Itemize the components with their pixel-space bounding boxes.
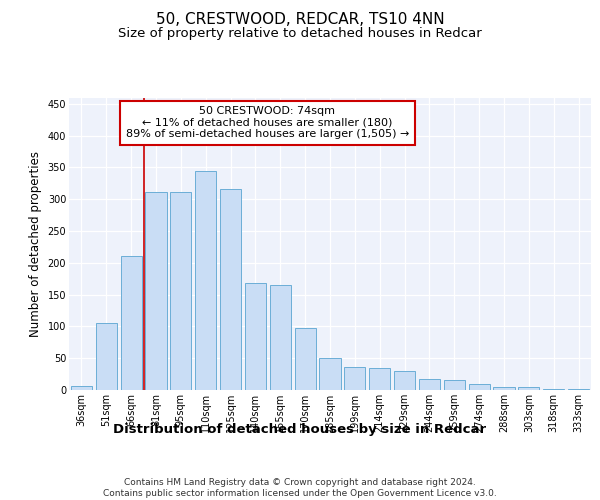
- Bar: [419, 378, 440, 390]
- Text: Size of property relative to detached houses in Redcar: Size of property relative to detached ho…: [118, 28, 482, 40]
- Bar: [96, 323, 117, 390]
- Bar: [493, 387, 515, 390]
- Bar: [295, 328, 316, 390]
- Bar: [121, 256, 142, 390]
- Bar: [270, 285, 291, 390]
- Bar: [145, 192, 167, 390]
- Bar: [369, 368, 390, 390]
- Bar: [469, 384, 490, 390]
- Bar: [220, 189, 241, 390]
- Text: 50 CRESTWOOD: 74sqm
← 11% of detached houses are smaller (180)
89% of semi-detac: 50 CRESTWOOD: 74sqm ← 11% of detached ho…: [125, 106, 409, 140]
- Bar: [518, 387, 539, 390]
- Bar: [444, 380, 465, 390]
- Bar: [543, 388, 564, 390]
- Bar: [394, 371, 415, 390]
- Bar: [195, 172, 216, 390]
- Text: 50, CRESTWOOD, REDCAR, TS10 4NN: 50, CRESTWOOD, REDCAR, TS10 4NN: [155, 12, 445, 28]
- Bar: [71, 386, 92, 390]
- Text: Contains HM Land Registry data © Crown copyright and database right 2024.
Contai: Contains HM Land Registry data © Crown c…: [103, 478, 497, 498]
- Bar: [344, 367, 365, 390]
- Y-axis label: Number of detached properties: Number of detached properties: [29, 151, 42, 337]
- Bar: [245, 283, 266, 390]
- Text: Distribution of detached houses by size in Redcar: Distribution of detached houses by size …: [113, 422, 487, 436]
- Bar: [170, 192, 191, 390]
- Bar: [319, 358, 341, 390]
